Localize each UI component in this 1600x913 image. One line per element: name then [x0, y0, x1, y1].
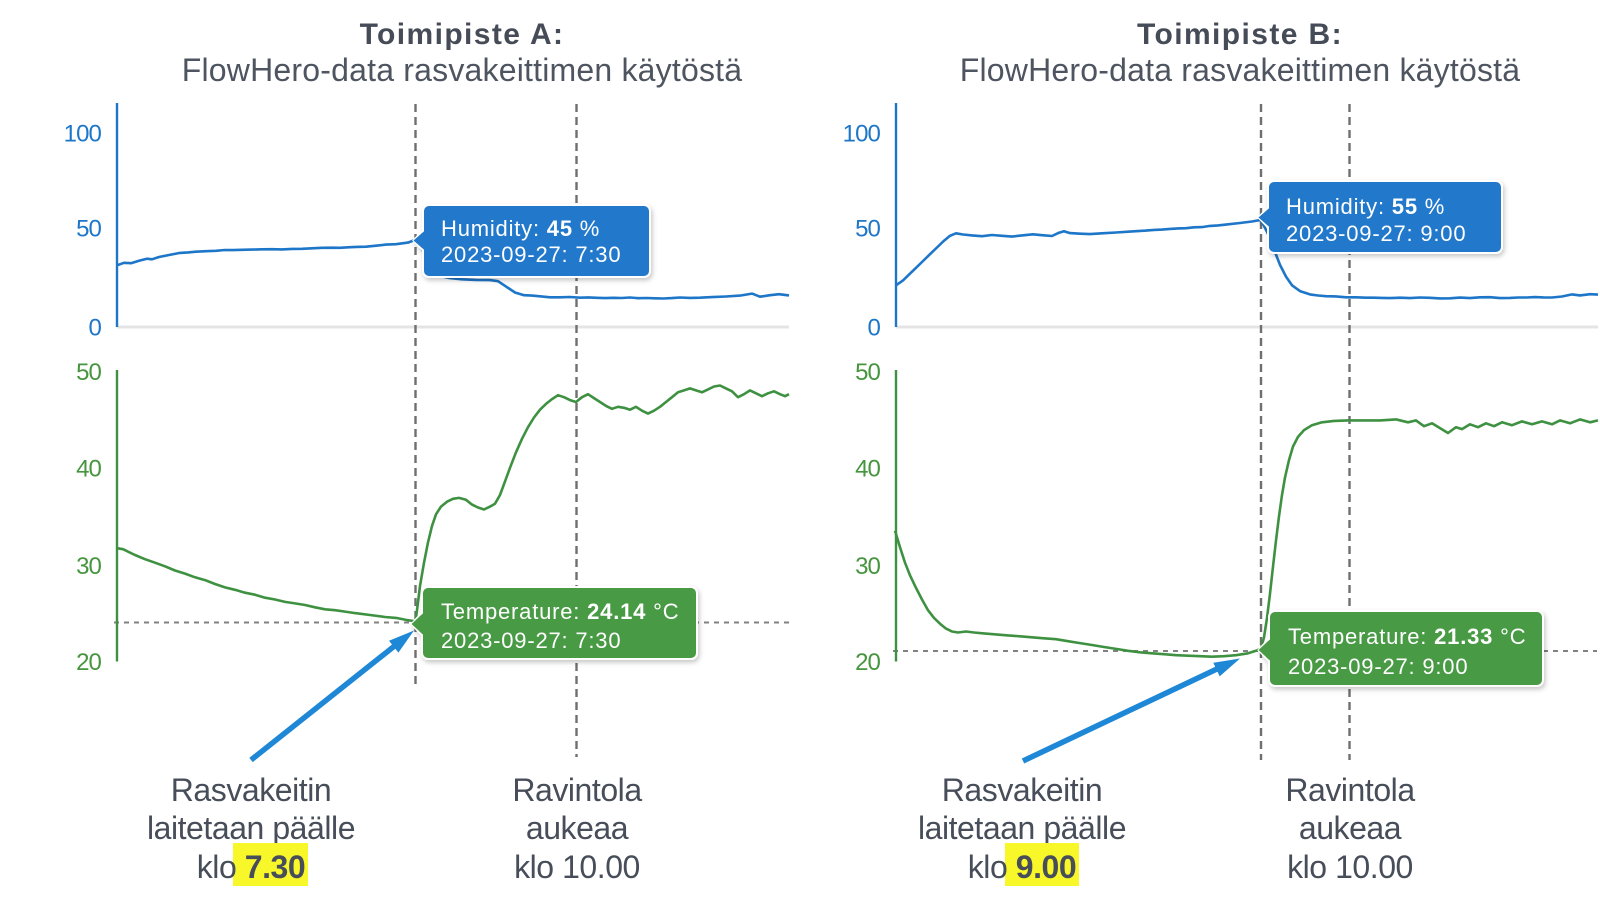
svg-text:30: 30 — [855, 553, 880, 580]
svg-text:Ravintola: Ravintola — [1285, 772, 1415, 808]
svg-text:40: 40 — [76, 455, 101, 482]
svg-text:100: 100 — [64, 120, 102, 147]
svg-text:Rasvakeitin: Rasvakeitin — [942, 772, 1102, 808]
svg-text:Toimipiste B:: Toimipiste B: — [1137, 18, 1343, 51]
svg-text:2023-09-27: 9:00: 2023-09-27: 9:00 — [1286, 221, 1466, 246]
svg-text:20: 20 — [855, 649, 880, 676]
svg-text:50: 50 — [76, 216, 101, 243]
svg-text:laitetaan päälle: laitetaan päälle — [918, 810, 1126, 846]
svg-text:Humidity: 55 %: Humidity: 55 % — [1286, 194, 1445, 219]
svg-text:50: 50 — [855, 216, 880, 243]
svg-text:Temperature: 24.14 °C: Temperature: 24.14 °C — [441, 599, 679, 624]
svg-text:aukeaa: aukeaa — [1299, 810, 1402, 846]
svg-text:Ravintola: Ravintola — [512, 772, 642, 808]
svg-text:aukeaa: aukeaa — [526, 810, 629, 846]
svg-text:Toimipiste A:: Toimipiste A: — [360, 18, 565, 51]
svg-text:50: 50 — [855, 359, 880, 386]
svg-text:FlowHero-data rasvakeittimen k: FlowHero-data rasvakeittimen käytöstä — [960, 52, 1521, 88]
svg-text:2023-09-27: 7:30: 2023-09-27: 7:30 — [441, 242, 621, 267]
svg-text:0: 0 — [89, 315, 102, 342]
svg-text:2023-09-27: 9:00: 2023-09-27: 9:00 — [1288, 654, 1468, 679]
svg-text:Temperature: 21.33 °C: Temperature: 21.33 °C — [1288, 624, 1526, 649]
svg-text:40: 40 — [855, 455, 880, 482]
svg-text:FlowHero-data rasvakeittimen k: FlowHero-data rasvakeittimen käytöstä — [182, 52, 743, 88]
svg-text:30: 30 — [76, 553, 101, 580]
svg-text:Humidity: 45 %: Humidity: 45 % — [441, 216, 600, 241]
svg-text:100: 100 — [843, 120, 881, 147]
svg-text:klo 7.30: klo 7.30 — [197, 849, 305, 885]
svg-text:0: 0 — [868, 315, 881, 342]
svg-text:2023-09-27: 7:30: 2023-09-27: 7:30 — [441, 628, 621, 653]
svg-text:laitetaan päälle: laitetaan päälle — [147, 810, 355, 846]
svg-text:klo 10.00: klo 10.00 — [1287, 849, 1413, 885]
svg-text:50: 50 — [76, 359, 101, 386]
svg-text:klo 9.00: klo 9.00 — [968, 849, 1076, 885]
svg-text:klo 10.00: klo 10.00 — [514, 849, 640, 885]
svg-text:20: 20 — [76, 649, 101, 676]
svg-text:Rasvakeitin: Rasvakeitin — [171, 772, 331, 808]
